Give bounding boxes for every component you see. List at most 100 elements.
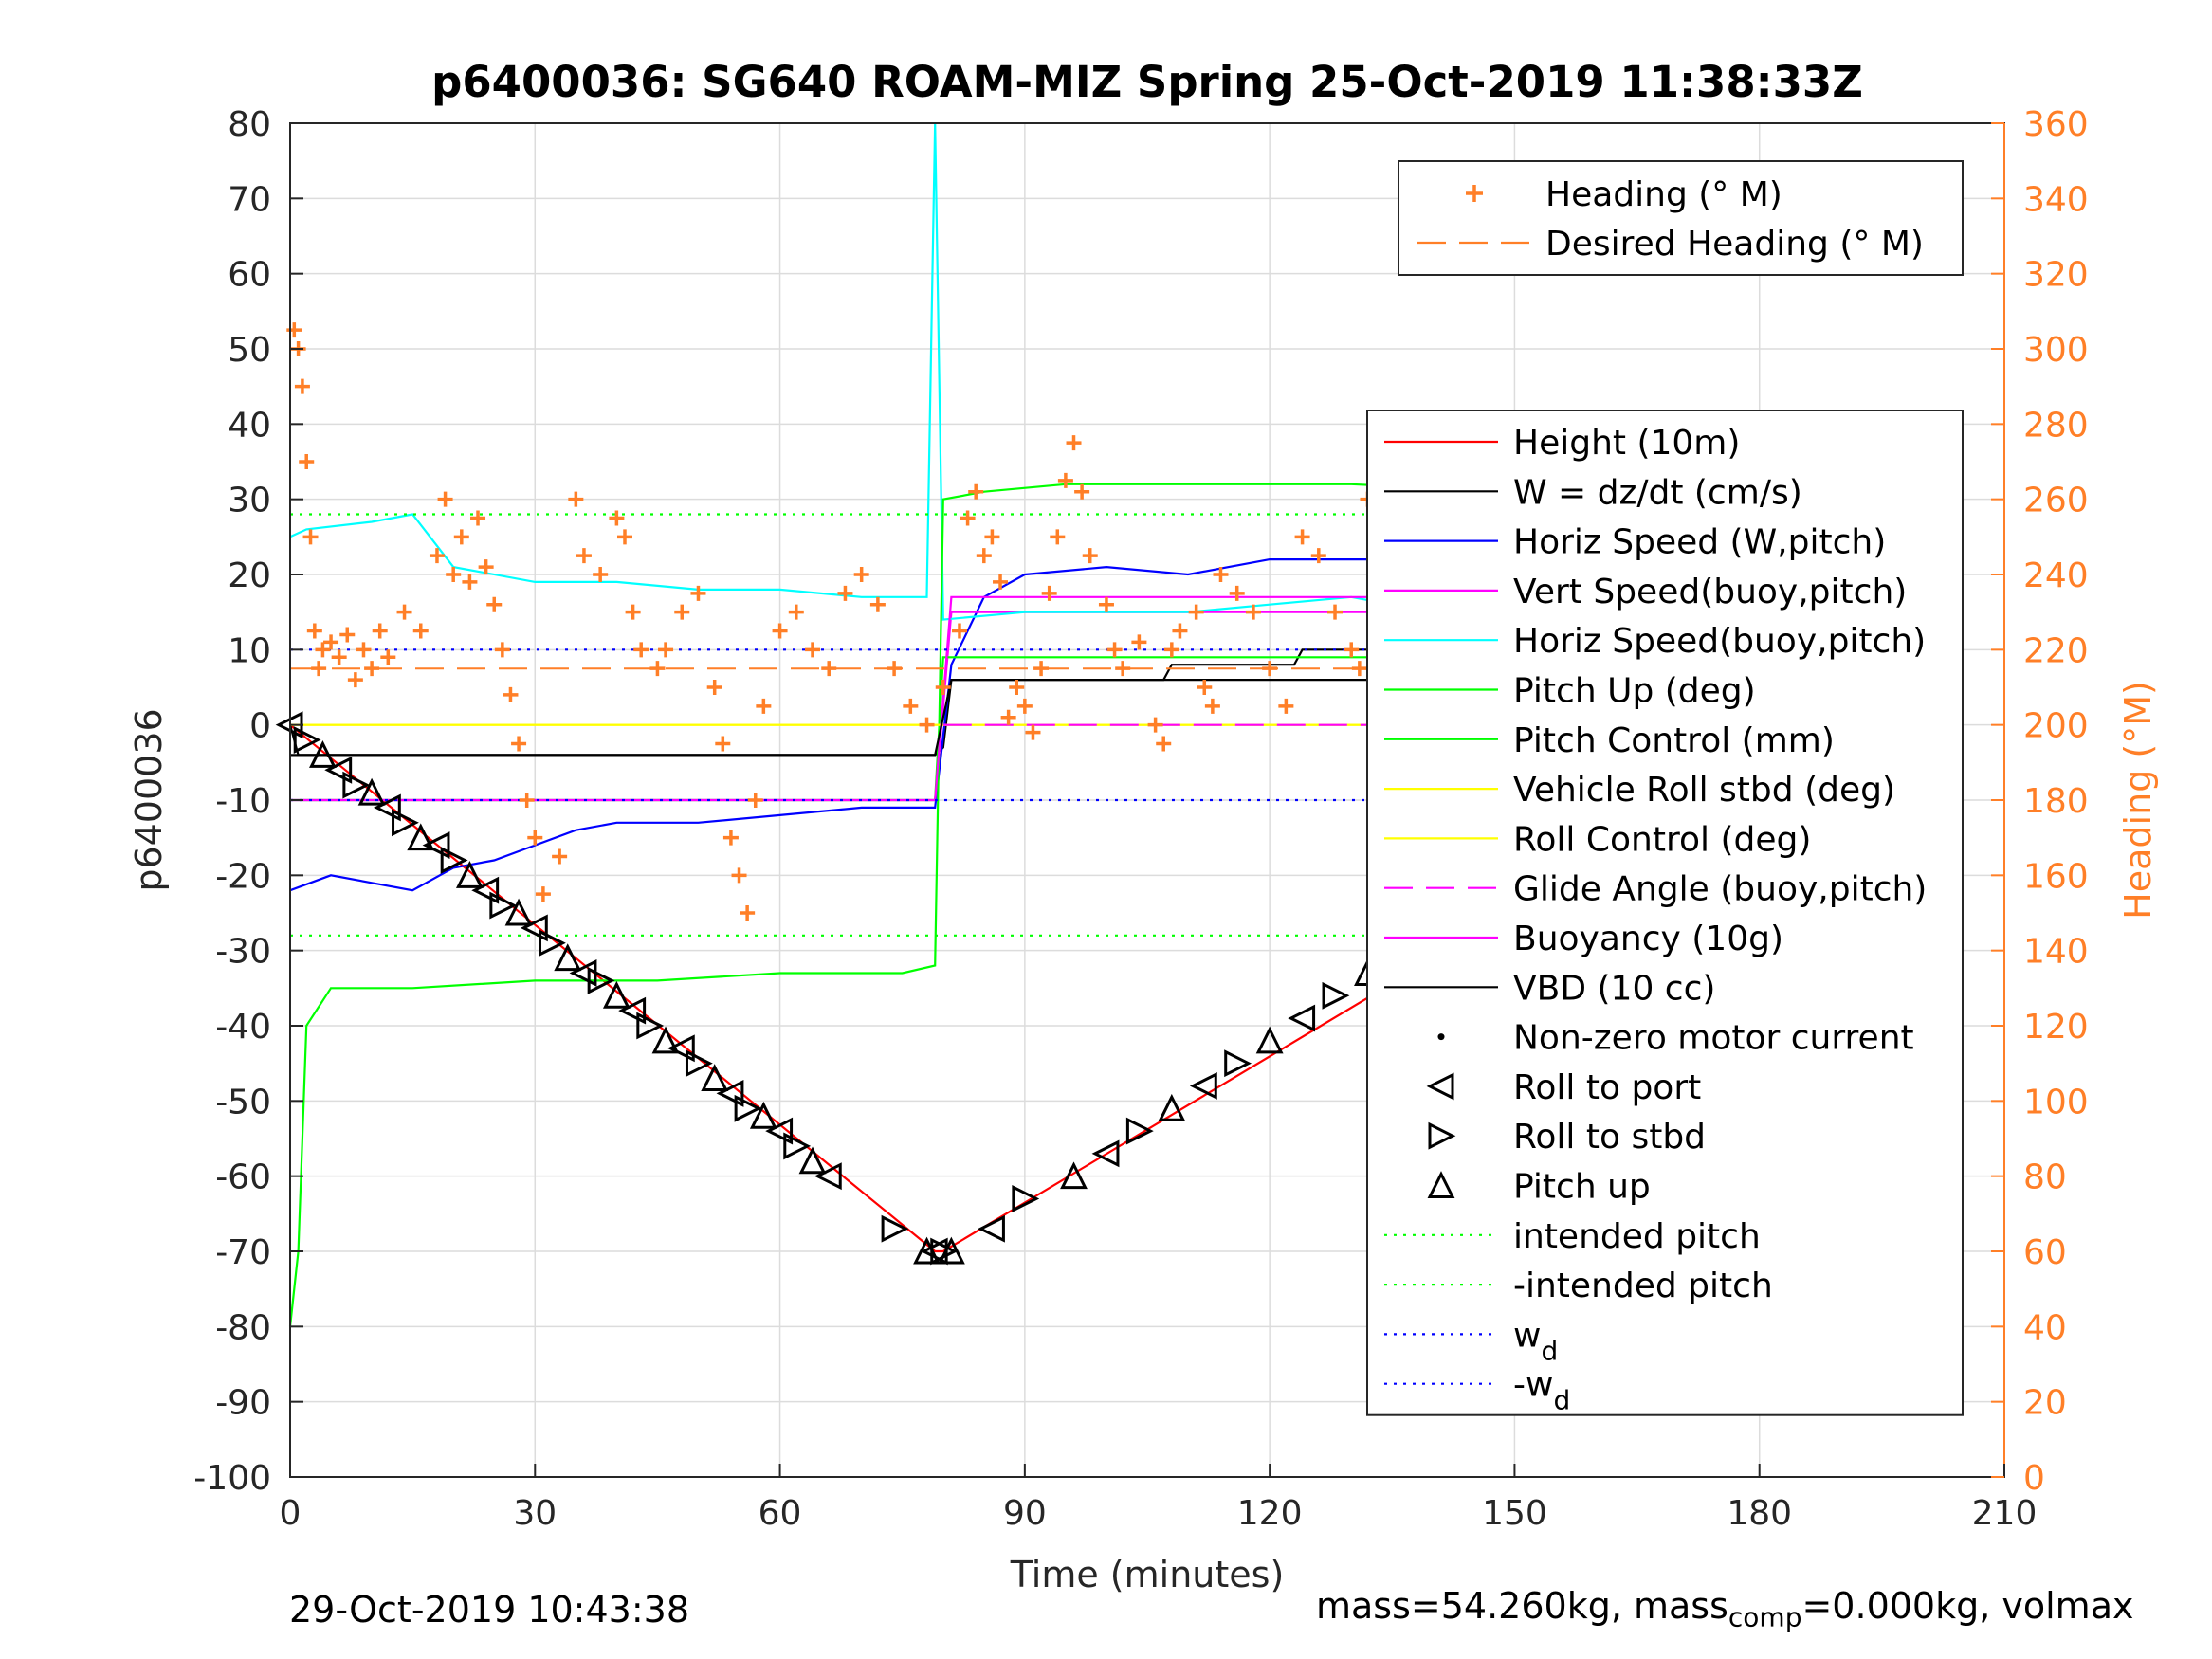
heading-point bbox=[1188, 604, 1204, 620]
heading-point bbox=[616, 529, 632, 545]
x-tick-label: 60 bbox=[759, 1494, 802, 1533]
heading-point bbox=[299, 454, 315, 469]
legend-label: Desired Heading (° M) bbox=[1545, 225, 1924, 264]
y-tick-label: 10 bbox=[228, 631, 271, 670]
roll-marker bbox=[520, 914, 548, 942]
heading-point bbox=[519, 793, 535, 808]
roll-marker bbox=[293, 726, 321, 754]
y-tick-label: -100 bbox=[193, 1459, 271, 1498]
roll-marker bbox=[373, 793, 401, 822]
heading-point bbox=[396, 604, 412, 620]
legend-swatch bbox=[1466, 185, 1483, 202]
chart-title: p6400036: SG640 ROAM-MIZ Spring 25-Oct-2… bbox=[431, 57, 1863, 107]
y-tick-label: 30 bbox=[228, 482, 271, 520]
heading-point bbox=[1344, 642, 1360, 658]
heading-point bbox=[821, 661, 837, 677]
roll-marker bbox=[701, 1064, 729, 1092]
heading-point bbox=[1057, 472, 1073, 488]
heading-point bbox=[1082, 548, 1098, 564]
heading-point bbox=[625, 604, 641, 620]
legend-label: -intended pitch bbox=[1513, 1267, 1773, 1305]
heading-point bbox=[1351, 661, 1367, 677]
heading-point bbox=[437, 491, 453, 507]
heading-point bbox=[658, 642, 674, 658]
legend-label: Horiz Speed (W,pitch) bbox=[1513, 523, 1886, 562]
legend-label: Heading (° M) bbox=[1545, 175, 1782, 214]
roll-marker bbox=[937, 1236, 965, 1265]
heading-point bbox=[364, 661, 380, 677]
y-tick-label: -20 bbox=[215, 857, 271, 896]
x-axis-label: Time (minutes) bbox=[1010, 1554, 1285, 1595]
y-tick-label: 80 bbox=[228, 105, 271, 144]
heading-point bbox=[1156, 736, 1172, 752]
roll-marker bbox=[392, 809, 419, 837]
y2-tick-label: 200 bbox=[2023, 707, 2089, 746]
y-tick-label: 70 bbox=[228, 180, 271, 219]
y2-tick-label: 320 bbox=[2023, 256, 2089, 295]
legend-label-subscript: d bbox=[1553, 1385, 1570, 1416]
roll-marker bbox=[422, 831, 450, 860]
heading-point bbox=[903, 698, 919, 714]
heading-point bbox=[1262, 661, 1278, 677]
heading-point bbox=[311, 661, 327, 677]
heading-point bbox=[315, 642, 331, 658]
legend-label: Pitch Control (mm) bbox=[1513, 721, 1835, 760]
heading-point bbox=[1294, 529, 1310, 545]
heading-point bbox=[1000, 709, 1016, 725]
roll-marker bbox=[1091, 1139, 1120, 1168]
legend-label: Non-zero motor current bbox=[1513, 1019, 1914, 1058]
roll-marker bbox=[554, 943, 582, 972]
heading-point bbox=[960, 510, 976, 526]
heading-point bbox=[740, 905, 756, 921]
heading-point bbox=[1327, 604, 1344, 620]
y2-tick-label: 240 bbox=[2023, 556, 2089, 595]
heading-point bbox=[805, 642, 821, 658]
footer-mass-text-1: mass=54.260kg, mass bbox=[1316, 1585, 1728, 1627]
roll-marker bbox=[685, 1049, 713, 1078]
roll-marker bbox=[734, 1094, 762, 1122]
legend-label: Pitch Up (deg) bbox=[1513, 672, 1756, 711]
heading-point bbox=[339, 627, 356, 643]
heading-point bbox=[470, 510, 486, 526]
x-tick-label: 30 bbox=[513, 1494, 557, 1533]
roll-marker bbox=[1255, 1026, 1284, 1054]
heading-point bbox=[527, 830, 543, 846]
legend-label: Roll Control (deg) bbox=[1513, 820, 1811, 859]
roll-marker bbox=[881, 1214, 909, 1243]
y2-tick-label: 120 bbox=[2023, 1008, 2089, 1047]
legend-label: Glide Angle (buoy,pitch) bbox=[1513, 870, 1927, 909]
heading-point bbox=[511, 736, 527, 752]
ticks: 0 30 60 90 120 150 180 21080706050403020100-10-… bbox=[193, 105, 2088, 1533]
heading-point bbox=[323, 634, 339, 650]
y-tick-label: -50 bbox=[215, 1083, 271, 1121]
heading-point bbox=[633, 642, 649, 658]
legend-label: Height (10m) bbox=[1513, 424, 1740, 463]
heading-point bbox=[731, 867, 747, 884]
footer-mass-text-2: =0.000kg, volmax bbox=[1801, 1585, 2134, 1627]
heading-point bbox=[747, 793, 763, 808]
roll-marker bbox=[309, 740, 337, 768]
roll-marker bbox=[440, 847, 468, 874]
heading-point bbox=[1016, 698, 1033, 714]
heading-point bbox=[372, 623, 388, 639]
roll-marker bbox=[618, 996, 647, 1025]
heading-point bbox=[706, 680, 722, 695]
footer-timestamp: 29-Oct-2019 10:43:38 bbox=[289, 1589, 689, 1631]
y2-tick-label: 180 bbox=[2023, 782, 2089, 821]
heading-point bbox=[576, 548, 592, 564]
y-tick-label: -30 bbox=[215, 933, 271, 972]
roll-marker bbox=[489, 891, 518, 920]
heading-point bbox=[593, 567, 609, 582]
heading-point bbox=[837, 585, 853, 601]
legend-label: Buoyancy (10g) bbox=[1513, 920, 1783, 958]
heading-point bbox=[494, 642, 510, 658]
heading-point bbox=[1041, 585, 1057, 601]
heading-point bbox=[1245, 604, 1261, 620]
heading-point bbox=[568, 491, 584, 507]
roll-marker bbox=[636, 1012, 665, 1040]
heading-point bbox=[429, 548, 445, 564]
y-tick-label: 40 bbox=[228, 406, 271, 445]
heading-point bbox=[446, 567, 462, 582]
heading-point bbox=[649, 661, 666, 677]
